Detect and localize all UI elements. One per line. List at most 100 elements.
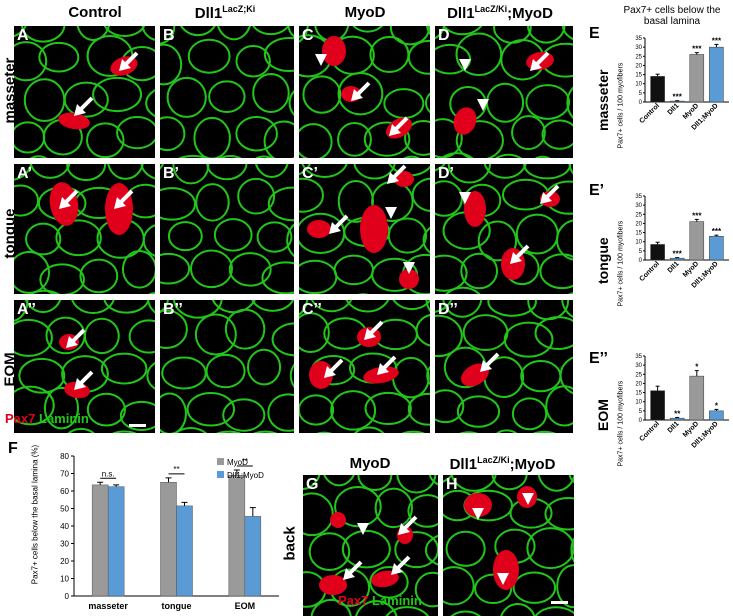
bar-Control <box>650 390 665 421</box>
laminin-outline <box>385 606 429 616</box>
bar-Control <box>650 76 665 103</box>
pax7-nucleus <box>58 112 90 130</box>
laminin-outline <box>186 392 236 427</box>
laminin-outline <box>160 392 187 433</box>
y-tick-label: 70 <box>60 470 69 479</box>
panel-label-C: C <box>302 27 314 44</box>
laminin-outline <box>79 258 119 294</box>
laminin-outline <box>424 534 438 566</box>
laminin-outline <box>414 571 438 608</box>
y-tick-label: 35 <box>635 194 642 200</box>
laminin-outline <box>145 89 155 118</box>
laminin-outline <box>222 398 266 432</box>
significance-label: *** <box>712 227 722 236</box>
laminin-outline <box>337 122 372 157</box>
category-label: tongue <box>162 601 192 611</box>
panel-label-D2: D’’ <box>438 301 458 318</box>
laminin-outline <box>216 430 242 433</box>
micrograph-panel-C: C <box>299 26 430 158</box>
laminin-outline <box>403 155 420 158</box>
bar-Dll1;MyoD <box>709 235 724 261</box>
laminin-outline <box>302 75 342 114</box>
arrowhead-marker <box>472 508 484 520</box>
chart-e1: 05101520253035Control***Dll1***MyoD***Dl… <box>635 194 729 290</box>
scale-bar <box>129 424 146 427</box>
laminin-outline <box>474 573 513 605</box>
laminin-outline <box>308 532 351 571</box>
chart-e-title: Pax7+ cells below the basal lamina <box>623 5 721 27</box>
panel-label-B2: B’’ <box>163 301 183 318</box>
laminin-outline <box>107 164 144 180</box>
bar-MyoD <box>689 221 705 261</box>
laminin-outline <box>299 123 333 158</box>
chart-e1-ylabel: Pax7+ cells / 100 myofibers <box>617 220 625 307</box>
laminin-outline <box>442 26 483 36</box>
panel-label-D: D <box>438 27 450 44</box>
laminin-outline <box>435 389 465 424</box>
laminin-outline <box>494 153 523 158</box>
y-tick-label: 35 <box>635 36 642 42</box>
pax7-nucleus <box>453 107 477 135</box>
micrograph-panel-B: B <box>160 26 294 158</box>
y-tick-label: 5 <box>639 91 643 97</box>
pax7-nucleus <box>493 550 519 590</box>
arrow-marker <box>114 189 134 209</box>
col-head-control: Control <box>68 4 122 21</box>
laminin-outline <box>178 154 209 158</box>
laminin-outline <box>228 252 272 287</box>
bar-Dll1;MyoD <box>709 46 724 103</box>
micrograph-panel-C2: C’’ <box>299 300 430 433</box>
micrograph-panel-B1: B’ <box>160 164 294 294</box>
arrow-marker <box>480 352 500 372</box>
laminin-outline <box>235 45 271 78</box>
laminin-outline <box>299 177 324 213</box>
laminin-outline <box>427 428 430 433</box>
laminin-outline <box>407 494 438 528</box>
laminin-outline <box>187 38 231 74</box>
laminin-outline <box>189 249 233 289</box>
laminin-outline <box>86 122 125 158</box>
laminin-outline <box>86 392 126 427</box>
laminin-outline <box>29 155 48 158</box>
y-tick-label: 50 <box>60 505 69 514</box>
pax7-nucleus <box>330 512 346 528</box>
arrow-marker <box>364 320 384 340</box>
laminin-outline <box>355 600 398 616</box>
laminin-outline <box>261 261 294 294</box>
y-tick-label: 20 <box>635 221 642 227</box>
scale-bar-h <box>551 601 568 604</box>
laminin-outline <box>511 397 548 431</box>
arrow-marker <box>343 560 363 580</box>
significance-label: *** <box>712 36 722 45</box>
laminin-outline <box>568 292 573 294</box>
arrowhead-marker <box>522 493 534 505</box>
laminin-outline <box>496 429 518 433</box>
laminin-outline <box>539 253 573 290</box>
arrow-marker <box>66 328 86 348</box>
laminin-outline <box>364 391 412 426</box>
category-label: Dll1 <box>667 260 681 274</box>
laminin-outline <box>252 72 290 113</box>
y-tick-label: 80 <box>60 452 69 461</box>
laminin-outline <box>435 254 468 292</box>
laminin-outline <box>389 26 430 46</box>
significance-label: *** <box>692 45 702 54</box>
laminin-outline <box>289 363 294 388</box>
legend-swatch <box>217 458 224 465</box>
panel-label-C2: C’’ <box>302 301 322 318</box>
chart-e1-side-label: tongue <box>595 237 611 284</box>
laminin-outline <box>541 119 573 150</box>
chart-e: 05101520253035Control***Dll1***MyoD***Dl… <box>635 36 729 132</box>
y-tick-label: 10 <box>635 82 642 88</box>
arrowhead-marker <box>459 192 471 204</box>
arrow-marker <box>387 164 407 184</box>
arrow-marker <box>119 51 139 71</box>
laminin-outline <box>460 252 499 290</box>
laminin-outline <box>486 82 525 123</box>
y-tick-label: 25 <box>635 212 642 218</box>
panel-label-A1: A’ <box>17 165 33 182</box>
y-tick-label: 30 <box>635 203 642 209</box>
laminin-outline <box>263 120 294 158</box>
y-tick-label: 10 <box>635 400 642 406</box>
y-tick-label: 30 <box>635 45 642 51</box>
